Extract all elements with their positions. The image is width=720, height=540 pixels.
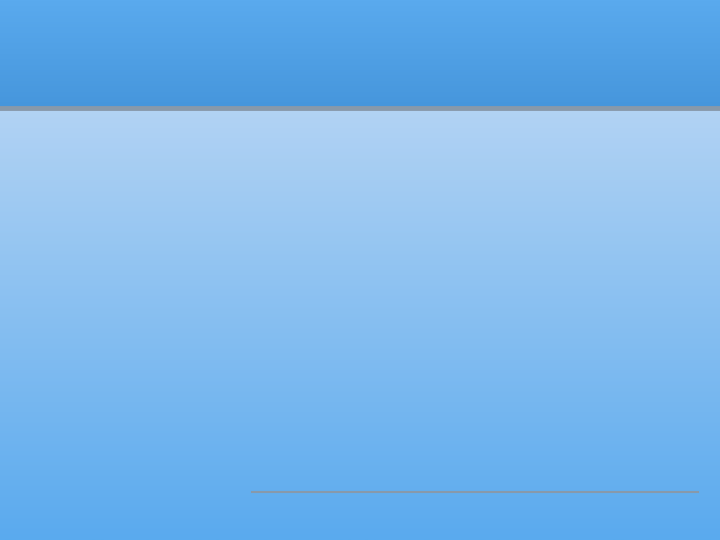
Text: Higher Education: Higher Education	[480, 495, 616, 510]
Text: © Oxford University Press, 2011. All rights reserved.: © Oxford University Press, 2011. All rig…	[12, 511, 415, 526]
Text: In such a relationship the two variables are: In such a relationship the two variables…	[74, 338, 645, 363]
Text: •: •	[43, 338, 59, 363]
Text: OXFORD: OXFORD	[428, 493, 506, 511]
Text: Graphing relationships: Graphing relationships	[90, 38, 530, 76]
Text: Different functional forms have different
graphs - When income goes up consumpti: Different functional forms have differen…	[74, 192, 666, 286]
Text: •: •	[43, 192, 59, 218]
Text: positively related to each other.: positively related to each other.	[74, 386, 495, 412]
